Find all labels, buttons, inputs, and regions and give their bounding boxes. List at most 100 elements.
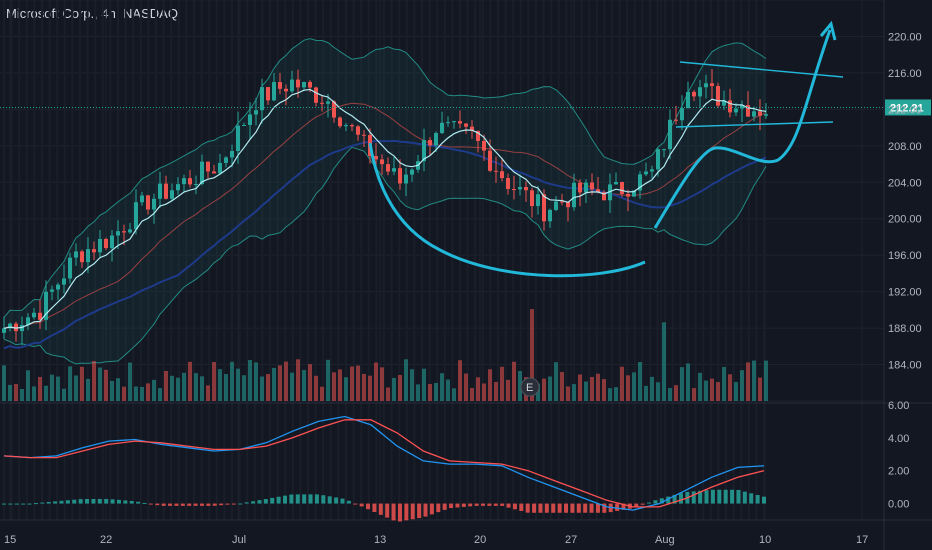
- volume-bar: [710, 378, 714, 401]
- macd-histogram-bar: [116, 499, 121, 504]
- volume-bar: [608, 388, 612, 401]
- macd-axis-tick: 4.00: [888, 433, 909, 445]
- macd-histogram-bar: [270, 497, 275, 504]
- macd-histogram-bar: [59, 500, 64, 504]
- candle-body: [350, 125, 354, 127]
- volume-bar: [416, 384, 420, 401]
- volume-bar: [104, 369, 108, 401]
- volume-bar: [86, 378, 90, 401]
- volume-bar: [680, 367, 684, 401]
- candle-body: [380, 159, 384, 165]
- volume-bar: [662, 322, 666, 401]
- volume-bar: [422, 368, 426, 401]
- candle-body: [488, 150, 492, 171]
- macd-histogram-bar: [672, 494, 677, 504]
- volume-bar: [392, 377, 396, 401]
- candle-body: [92, 249, 96, 253]
- macd-histogram-bar: [72, 499, 77, 504]
- candle-body: [590, 182, 594, 190]
- candle-body: [572, 182, 576, 208]
- price-axis-tick: 212.00: [888, 104, 922, 116]
- macd-histogram-bar: [2, 503, 6, 505]
- macd-histogram-bar: [14, 503, 19, 505]
- candle-body: [242, 125, 246, 127]
- volume-bar: [548, 376, 552, 401]
- macd-histogram-bar: [653, 500, 658, 504]
- volume-bar: [440, 373, 444, 401]
- macd-histogram-bar: [187, 503, 192, 506]
- flag-lower-line: [675, 121, 834, 128]
- macd-histogram-bar: [244, 502, 249, 504]
- volume-bar: [290, 372, 294, 401]
- candle-body: [68, 257, 72, 279]
- macd-histogram-bar: [742, 491, 747, 504]
- candle-body: [320, 102, 324, 104]
- macd-histogram-bar: [257, 500, 262, 504]
- volume-bar: [578, 374, 582, 401]
- volume-bar: [170, 375, 174, 401]
- candle-body: [614, 181, 618, 185]
- candle-body: [8, 323, 12, 329]
- bollinger-lower: [3, 146, 767, 365]
- macd-histogram-bar: [723, 489, 728, 504]
- macd-histogram-bar: [755, 494, 760, 504]
- volume-bar: [314, 375, 318, 401]
- volume-bar: [176, 377, 180, 401]
- candle-body: [434, 133, 438, 146]
- volume-bar: [44, 385, 48, 401]
- volume-bar: [212, 362, 216, 401]
- macd-histogram-bar: [397, 503, 402, 522]
- macd-histogram-bar: [634, 503, 639, 508]
- volume-bar: [602, 379, 606, 401]
- volume-bar: [26, 370, 30, 401]
- volume-bar: [332, 372, 336, 401]
- volume-bar: [56, 376, 60, 401]
- volume-bar: [734, 382, 738, 401]
- volume-bar: [164, 370, 168, 401]
- candle-body: [2, 328, 6, 333]
- candle-body: [296, 79, 300, 88]
- candle-body: [20, 325, 24, 332]
- candle-body: [278, 82, 282, 89]
- macd-histogram-bar: [429, 503, 434, 515]
- volume-bar: [644, 385, 648, 401]
- macd-histogram-bar: [180, 503, 185, 506]
- price-axis-tick: 196.00: [888, 250, 922, 262]
- volume-bar: [380, 367, 384, 401]
- volume-bar: [488, 369, 492, 401]
- candle-body: [176, 184, 180, 191]
- macd-histogram-bar: [512, 503, 517, 510]
- price-axis-tick: 220.00: [888, 31, 922, 43]
- candle-body: [494, 170, 498, 172]
- candle-body: [50, 289, 54, 292]
- candle-body: [662, 149, 666, 151]
- time-axis-tick: 27: [565, 534, 577, 546]
- volume-bar: [650, 376, 654, 401]
- macd-histogram-bar: [321, 495, 326, 504]
- candle-body: [764, 114, 768, 116]
- macd-histogram-bar: [602, 503, 607, 513]
- macd-histogram-bar: [283, 495, 288, 504]
- cup-curve: [368, 142, 646, 278]
- macd-histogram-bar: [436, 503, 441, 513]
- candle-body: [326, 101, 330, 104]
- projection-arrowhead: [819, 20, 837, 41]
- macd-histogram-bar: [474, 503, 479, 506]
- time-axis-tick: Aug: [655, 534, 675, 546]
- macd-histogram-bar: [749, 493, 754, 504]
- bollinger-basis: [3, 102, 767, 329]
- candle-body: [158, 183, 162, 199]
- volume-bar: [410, 369, 414, 401]
- macd-histogram-bar: [570, 503, 575, 513]
- volume-bar: [428, 383, 432, 401]
- volume-bar: [68, 366, 72, 401]
- macd-histogram-bar: [263, 499, 268, 504]
- candle-body: [554, 201, 558, 210]
- candle-body: [62, 278, 66, 285]
- volume-bar: [260, 376, 264, 401]
- earnings-marker: [520, 377, 540, 397]
- candle-body: [734, 108, 738, 113]
- volume-bar: [752, 360, 756, 401]
- volume-bar: [254, 362, 258, 401]
